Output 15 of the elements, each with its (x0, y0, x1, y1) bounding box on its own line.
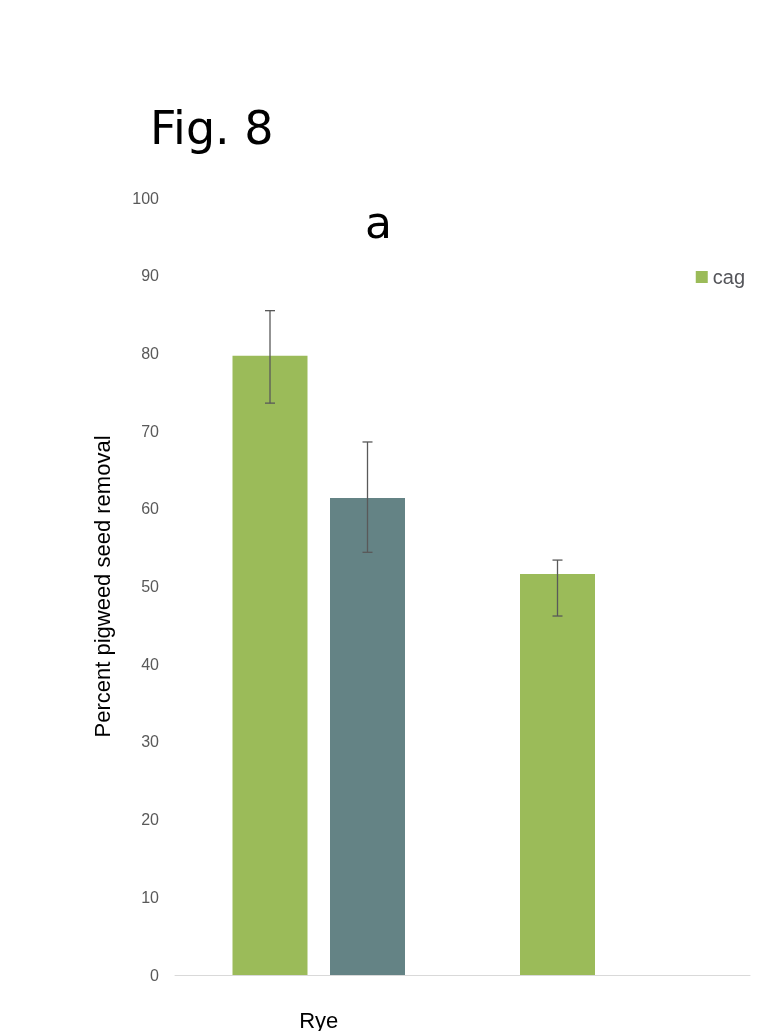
y-tick-label: 0 (150, 966, 160, 984)
y-tick-label: 70 (141, 422, 160, 440)
y-tick-label: 80 (141, 344, 160, 362)
y-tick-label: 50 (141, 578, 160, 595)
y-tick-label: 10 (141, 888, 160, 906)
y-tick-label: 20 (141, 811, 160, 829)
annotation: a (365, 196, 392, 248)
y-axis-title: Percent pigweed seed removal (89, 435, 115, 738)
legend-label: cag (712, 266, 745, 288)
y-tick-label: 90 (141, 267, 160, 285)
y-tick-label: 30 (141, 733, 160, 751)
y-tick-label: 100 (132, 189, 160, 207)
y-tick-label: 60 (141, 500, 160, 518)
y-tick-label: 40 (141, 655, 160, 673)
chart-title: Fig. 8 (150, 101, 274, 155)
